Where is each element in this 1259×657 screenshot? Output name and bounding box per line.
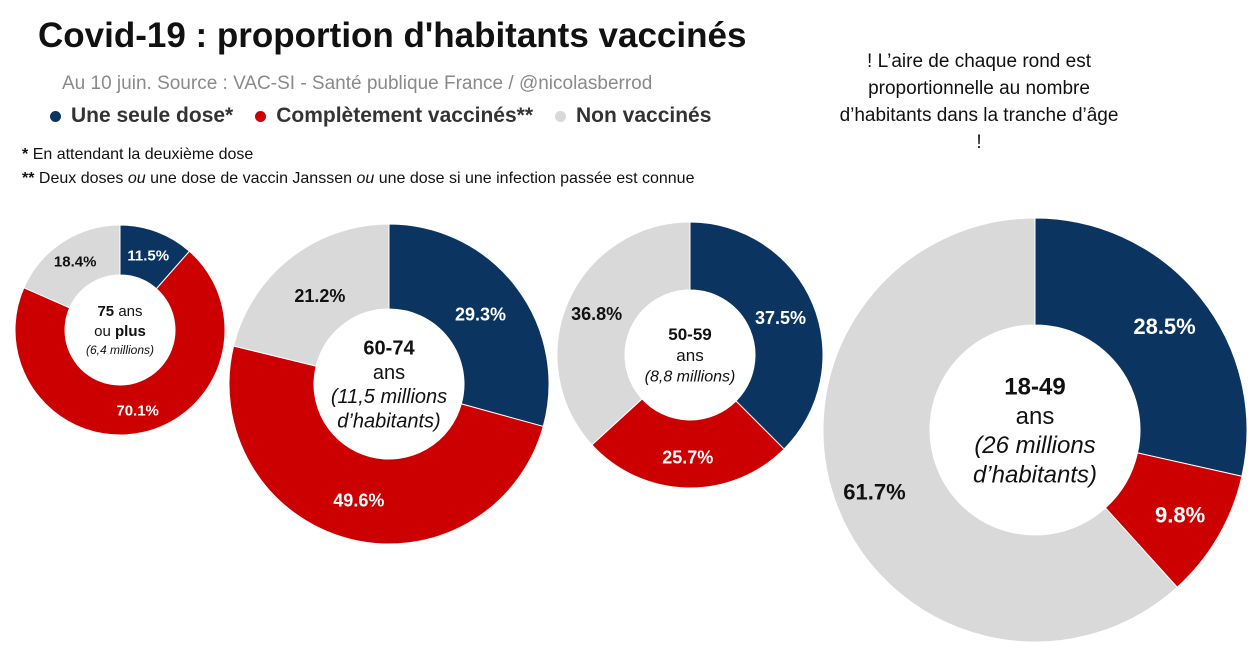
area-proportional-note: ! L’aire de chaque rond est proportionne… (839, 51, 1119, 153)
donut-60-74-segment-not-vaccinated (232, 223, 390, 367)
footnote-single-dose-marker: * (22, 146, 29, 163)
donut-50-59-segment-not-vaccinated (556, 221, 691, 446)
donut-60-74-label-not-vaccinated: 21.2% (294, 286, 345, 306)
donut-18-49-segment-single-dose (1034, 217, 1248, 477)
footnote-fully-vaccinated-marker: ** (22, 170, 35, 187)
footnote-text-part3: une dose si une infection passée est con… (374, 170, 695, 187)
center-age-suffix: ans (114, 303, 142, 320)
donut-60-74-center-population-line-2: d’habitants) (337, 411, 440, 433)
donut-60-74-segment-fully-vaccinated (228, 345, 544, 545)
legend-label-not-vaccinated: Non vaccinés (576, 104, 712, 127)
legend-dot-single-dose (50, 110, 61, 122)
donut-75-segment-fully-vaccinated (14, 250, 226, 436)
footnote-or-2: ou (356, 170, 375, 187)
donut-18-49-center-population-line-1: (26 millions (974, 432, 1095, 459)
legend-dot-fully-vaccinated (255, 110, 267, 122)
center-line2-prefix: ou (94, 323, 115, 340)
legend-item-fully-vaccinated: Complètement vaccinés** (255, 104, 533, 128)
legend-dot-not-vaccinated (555, 110, 567, 122)
donut-50-59-segment-single-dose (689, 221, 824, 450)
donut-50-59-label-not-vaccinated: 36.8% (571, 304, 622, 324)
donut-50-59-label-single-dose: 37.5% (755, 308, 806, 328)
chart-title: Covid-19 : proportion d'habitants vaccin… (38, 16, 747, 55)
donut-75-center-population: (6,4 millions) (86, 343, 154, 357)
footnote-single-dose-text: En attendant la deuxième dose (32, 146, 254, 163)
donut-18-49-label-fully-vaccinated: 9.8% (1155, 502, 1205, 527)
donut-60-74-label-single-dose: 29.3% (455, 305, 506, 325)
donut-75-label-single-dose: 11.5% (127, 247, 169, 264)
donut-50-59-label-fully-vaccinated: 25.7% (662, 447, 713, 467)
donut-60-74-center-unit: ans (373, 362, 405, 384)
donut-18-49-center-population-line-2: d’habitants) (973, 461, 1097, 488)
center-line2-bold: plus (115, 323, 146, 340)
donut-60-74-center-population-line-1: (11,5 millions (331, 386, 447, 408)
donut-75-segment-not-vaccinated (23, 224, 121, 309)
footnote-or-1: ou (127, 170, 146, 187)
donut-18-49-center-age: 18-49 (1004, 373, 1065, 400)
donut-50-59-segment-fully-vaccinated (591, 398, 785, 489)
donut-75-label-not-vaccinated: 18.4% (54, 254, 97, 271)
legend-item-single-dose: Une seule dose* (50, 104, 233, 128)
footnote-text-part1: Deux doses (38, 170, 128, 187)
donut-18-49-center-unit: ans (1016, 403, 1055, 430)
legend-item-not-vaccinated: Non vaccinés (555, 104, 711, 128)
donut-75-label-fully-vaccinated: 70.1% (116, 402, 159, 419)
footnote-single-dose: * En attendant la deuxième dose (22, 146, 253, 164)
donut-18-49-label-single-dose: 28.5% (1133, 314, 1195, 339)
donut-50-59-center-unit: ans (676, 346, 703, 365)
chart-subtitle: Au 10 juin. Source : VAC-SI - Santé publ… (62, 73, 653, 94)
center-age-value: 75 (97, 303, 114, 320)
donut-60-74-label-fully-vaccinated: 49.6% (333, 490, 384, 510)
donut-18-49-segment-not-vaccinated (822, 217, 1178, 643)
footnote-text-part2: une dose de vaccin Janssen (145, 170, 357, 187)
donut-60-74-segment-single-dose (388, 223, 550, 428)
donut-50-59-center-age: 50-59 (668, 325, 711, 344)
footnote-fully-vaccinated: ** Deux doses ou une dose de vaccin Jans… (22, 170, 694, 188)
donut-75-center-line2: ou plus (94, 323, 146, 340)
donut-75-center-age: 75 ans (97, 303, 142, 320)
donut-18-49-label-not-vaccinated: 61.7% (843, 480, 905, 505)
legend: Une seule dose* Complètement vaccinés** … (50, 104, 711, 128)
donut-50-59-center-population-line-1: (8,8 millions) (645, 369, 736, 386)
donut-60-74-center-age: 60-74 (363, 337, 415, 359)
legend-label-single-dose: Une seule dose* (71, 104, 234, 127)
legend-label-fully-vaccinated: Complètement vaccinés** (276, 104, 534, 127)
